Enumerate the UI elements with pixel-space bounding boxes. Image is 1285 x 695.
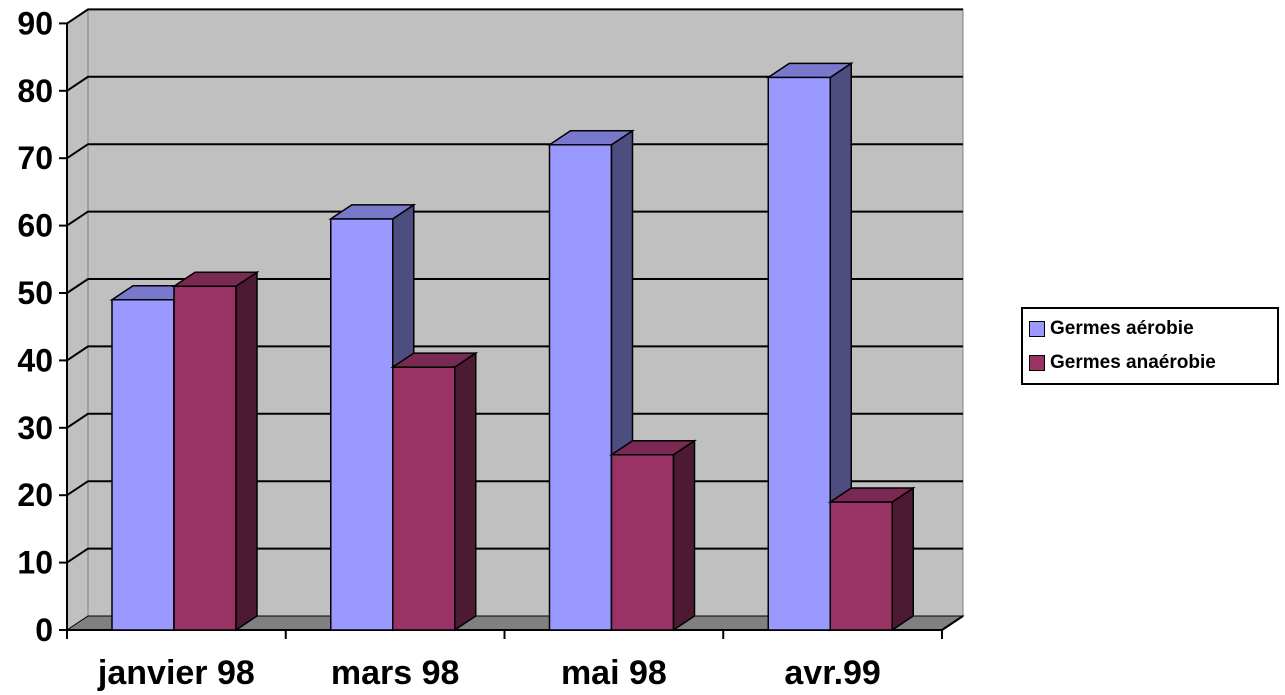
bar-top <box>328 204 417 220</box>
side-wall <box>66 8 89 631</box>
legend-label-aerobie: Germes aérobie <box>1050 318 1194 339</box>
bar-front <box>767 76 831 631</box>
gridline <box>66 210 963 227</box>
bar-front <box>330 218 394 631</box>
x-category-label: avr.99 <box>784 654 880 692</box>
y-tick-label: 80 <box>17 73 53 109</box>
bar-side <box>891 486 914 632</box>
bar-side <box>454 351 477 632</box>
bar <box>609 439 697 632</box>
bar-front <box>173 285 237 631</box>
x-category-label: mai 98 <box>561 654 667 692</box>
gridline <box>66 412 963 429</box>
bar-front <box>392 366 456 631</box>
y-tick-label: 20 <box>17 477 53 513</box>
gridline <box>66 143 963 160</box>
x-category-label: janvier 98 <box>97 654 255 692</box>
legend-item-anaerobie: Germes anaérobie <box>1029 351 1216 375</box>
x-axis-category-labels: janvier 98 mars 98 mai 98 avr.99 <box>97 654 881 692</box>
legend: Germes aérobie Germes anaérobie <box>1021 307 1279 385</box>
y-tick-label: 60 <box>17 208 53 244</box>
legend-swatch-aerobie <box>1029 321 1045 337</box>
y-tick-label: 40 <box>17 342 53 378</box>
y-tick-label: 10 <box>17 545 53 581</box>
y-tick-label: 0 <box>35 612 53 648</box>
bar-front <box>548 143 613 631</box>
bar-top <box>547 129 635 146</box>
gridline <box>66 278 963 294</box>
bar <box>827 486 916 632</box>
bar-top <box>827 487 916 503</box>
y-tick-label: 90 <box>17 5 53 41</box>
legend-swatch-anaerobie <box>1029 355 1045 371</box>
gridline <box>66 75 963 92</box>
bar-side <box>672 439 696 632</box>
bar-top <box>609 440 697 456</box>
y-tick-label: 70 <box>17 140 53 176</box>
bar-front <box>111 298 175 631</box>
gridlines <box>66 8 963 564</box>
legend-label-anaerobie: Germes anaérobie <box>1050 352 1216 373</box>
gridline <box>66 8 963 25</box>
x-category-label: mars 98 <box>331 654 460 692</box>
bar <box>765 61 854 632</box>
bar-top <box>171 271 260 288</box>
floor-edge <box>941 615 964 631</box>
y-axis-tick-labels: 0 10 20 30 40 50 60 70 80 90 <box>17 5 53 648</box>
legend-item-aerobie: Germes aérobie <box>1029 317 1194 341</box>
bars <box>109 61 916 632</box>
bar <box>390 351 479 632</box>
bar-side <box>235 270 258 632</box>
bar-top <box>390 352 479 368</box>
bar-front <box>610 454 675 631</box>
bar <box>171 270 260 632</box>
bar-front <box>829 501 893 631</box>
bar-top <box>765 62 854 79</box>
y-tick-label: 30 <box>17 410 53 446</box>
gridline <box>66 345 963 362</box>
y-tick-label: 50 <box>17 275 53 311</box>
